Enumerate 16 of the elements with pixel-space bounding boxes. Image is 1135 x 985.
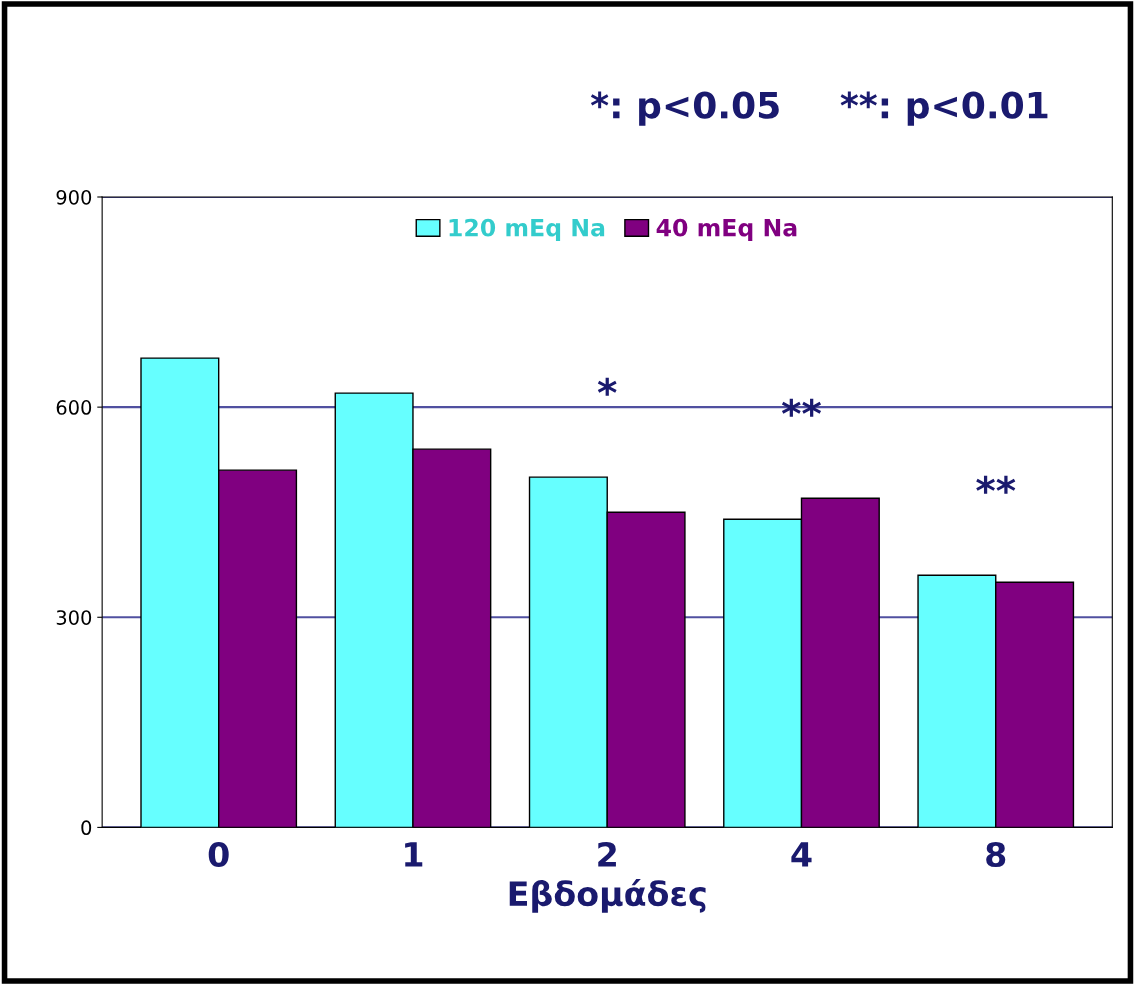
text: **: p<0.01 bbox=[840, 91, 1048, 126]
y-tick-label: 900 bbox=[56, 189, 92, 205]
x-tick-label: 1 bbox=[405, 842, 423, 867]
annotation: ** bbox=[976, 475, 1016, 494]
y-tick-label: 300 bbox=[56, 610, 92, 625]
x-tick-label: 2 bbox=[598, 841, 616, 867]
x-axis-title: Εβδομάδες bbox=[509, 879, 706, 913]
annotation: * bbox=[597, 377, 617, 396]
x-tick-label: 4 bbox=[791, 842, 812, 867]
x-tick-label: 0 bbox=[208, 841, 229, 868]
y-tick-label: 600 bbox=[56, 400, 92, 415]
x-tick-label: 8 bbox=[986, 841, 1006, 868]
text: *: p<0.05 bbox=[590, 91, 779, 126]
legend-label: 120 mEq Na bbox=[449, 218, 605, 242]
legend-label: 40 mEq Na bbox=[656, 218, 797, 242]
y-tick-label: 0 bbox=[81, 820, 92, 836]
